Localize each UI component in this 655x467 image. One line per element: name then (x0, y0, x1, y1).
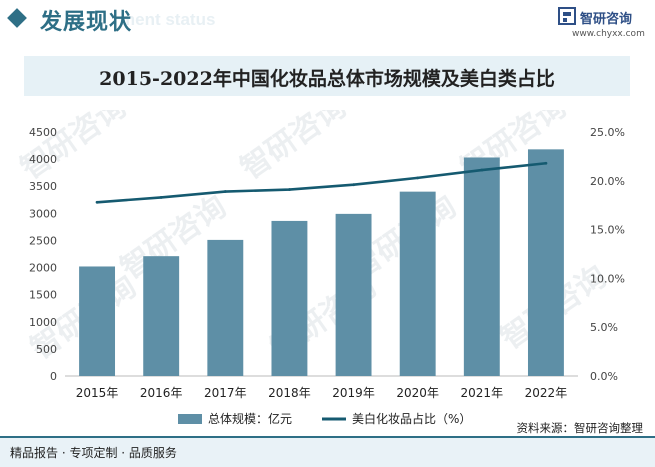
line-series (96, 161, 547, 204)
header: ment status 发展现状 智研咨询 www.chyxx.com (0, 0, 655, 42)
y-left-tick-label: 4000 (29, 153, 57, 166)
section-title: 发展现状 (40, 10, 133, 35)
logo-icon (558, 7, 576, 25)
line-point (480, 168, 484, 172)
line-point (159, 195, 163, 199)
logo-url: www.chyxx.com (572, 29, 645, 39)
bar (399, 191, 436, 376)
bar (271, 220, 308, 376)
footer (0, 436, 655, 467)
line-point (544, 161, 548, 165)
y-left-tick-label: 3000 (29, 207, 57, 220)
y-right-tick-label: 10.0% (590, 272, 625, 285)
y-left-tick-label: 0 (50, 370, 57, 383)
x-tick-label: 2022年 (525, 386, 568, 400)
y-left-tick-label: 2000 (29, 262, 57, 275)
y-left-tick-label: 1500 (29, 289, 57, 302)
bar (335, 213, 372, 376)
y-right-tick-label: 15.0% (590, 224, 625, 237)
y-right-tick-label: 5.0% (590, 321, 618, 334)
x-tick-label: 2017年 (204, 386, 247, 400)
y-left-tick-label: 2500 (29, 234, 57, 247)
y-right-tick-label: 25.0% (590, 126, 625, 139)
line-point (288, 188, 291, 191)
bar (79, 266, 116, 376)
y-left-tick-label: 500 (36, 343, 57, 356)
logo-name: 智研咨询 (580, 12, 633, 27)
y-left-tick-label: 1000 (29, 316, 57, 329)
x-tick-label: 2021年 (461, 386, 504, 400)
legend-bar-swatch (178, 414, 202, 424)
x-tick-label: 2019年 (332, 386, 375, 400)
legend-bar-label: 总体规模：亿元 (208, 411, 292, 426)
y-left-tick-label: 3500 (29, 180, 57, 193)
logo: 智研咨询 www.chyxx.com (558, 7, 650, 39)
chart-title-band: 2015-2022年中国化妆品总体市场规模及美白类占比 (24, 56, 630, 96)
watermark-text: 智研咨询 (15, 110, 133, 187)
watermark-text: 智研咨询 (235, 110, 353, 187)
y-right-tick-label: 0.0% (590, 370, 618, 383)
bar (143, 256, 180, 376)
diamond-icon (7, 8, 27, 28)
x-tick-label: 2018年 (268, 386, 311, 400)
legend-line-label: 美白化妆品占比（%） (352, 411, 471, 426)
line-point (95, 200, 99, 204)
x-tick-label: 2016年 (140, 386, 183, 400)
line-point (416, 176, 420, 180)
footer-slogan: 精品报告 · 专项定制 · 品质服务 (10, 446, 177, 460)
bar (527, 149, 564, 376)
bar (207, 239, 244, 376)
source-note: 资料来源：智研咨询整理 (516, 421, 644, 435)
header-subtitle: ment status (120, 10, 216, 29)
y-right-tick-label: 20.0% (590, 175, 625, 188)
line-point (223, 190, 227, 193)
chart-title: 2015-2022年中国化妆品总体市场规模及美白类占比 (99, 68, 555, 90)
footer-divider (0, 436, 655, 438)
bar (463, 157, 500, 376)
x-tick-label: 2020年 (396, 386, 439, 400)
x-tick-label: 2015年 (76, 386, 119, 400)
line-point (352, 183, 355, 187)
chart: 智研咨询智研咨询智研咨询智研咨询智研咨询智研咨询智研咨询智研咨询05001000… (15, 110, 625, 426)
y-left-tick-label: 4500 (29, 126, 57, 139)
